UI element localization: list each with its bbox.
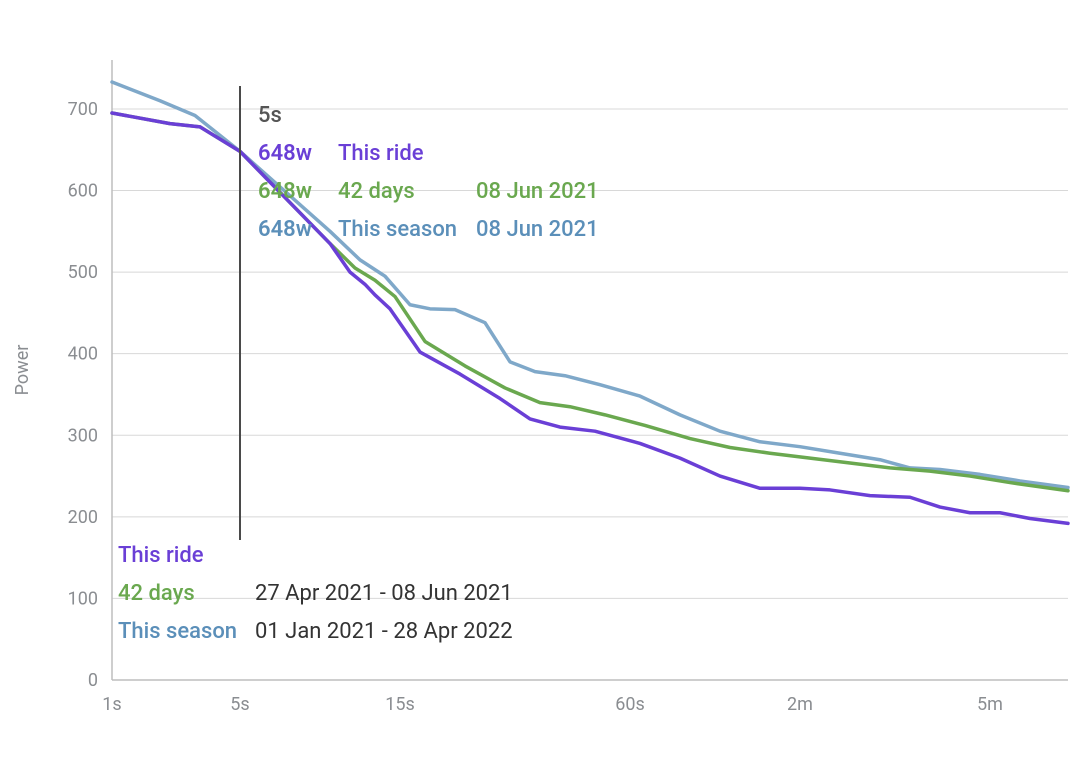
tooltip-date: 08 Jun 2021	[476, 179, 599, 204]
tooltip-date: 08 Jun 2021	[476, 217, 599, 242]
x-tick-label: 2m	[787, 694, 813, 715]
series-line-this-ride	[112, 113, 1068, 523]
tooltip-time: 5s	[258, 103, 282, 128]
y-tick-label: 300	[68, 425, 98, 446]
legend-series-label: This ride	[118, 543, 204, 568]
legend-series-label: 42 days	[118, 581, 195, 606]
tooltip-series-label: This ride	[338, 141, 424, 166]
y-tick-label: 100	[68, 588, 98, 609]
x-tick-label: 1s	[102, 694, 121, 715]
legend-series-label: This season	[118, 619, 237, 644]
y-tick-label: 500	[68, 262, 98, 283]
x-tick-label: 15s	[385, 694, 415, 715]
tooltip-value: 648w	[258, 217, 312, 242]
y-tick-label: 200	[68, 507, 98, 528]
x-tick-label: 5s	[230, 694, 249, 715]
series-line-42-days	[112, 113, 1068, 491]
power-curve-chart: 0 100 200 300 400 500 600 700 1s 5s 15s 60s 2m 5m Powe…	[0, 0, 1082, 780]
y-tick-label: 700	[68, 99, 98, 120]
y-axis-title: Power	[12, 345, 33, 396]
tooltip-series-label: 42 days	[338, 179, 415, 204]
tooltip-value: 648w	[258, 141, 312, 166]
tooltip-series-label: This season	[338, 217, 457, 242]
y-tick-label: 600	[68, 181, 98, 202]
y-tick-label: 0	[88, 670, 98, 691]
x-tick-label: 5m	[977, 694, 1003, 715]
x-tick-label: 60s	[615, 694, 645, 715]
series-line-this-season	[112, 82, 1068, 487]
tooltip-value: 648w	[258, 179, 312, 204]
legend-date-range: 01 Jan 2021 - 28 Apr 2022	[255, 619, 513, 644]
y-tick-label: 400	[68, 344, 98, 365]
legend-date-range: 27 Apr 2021 - 08 Jun 2021	[255, 581, 513, 606]
